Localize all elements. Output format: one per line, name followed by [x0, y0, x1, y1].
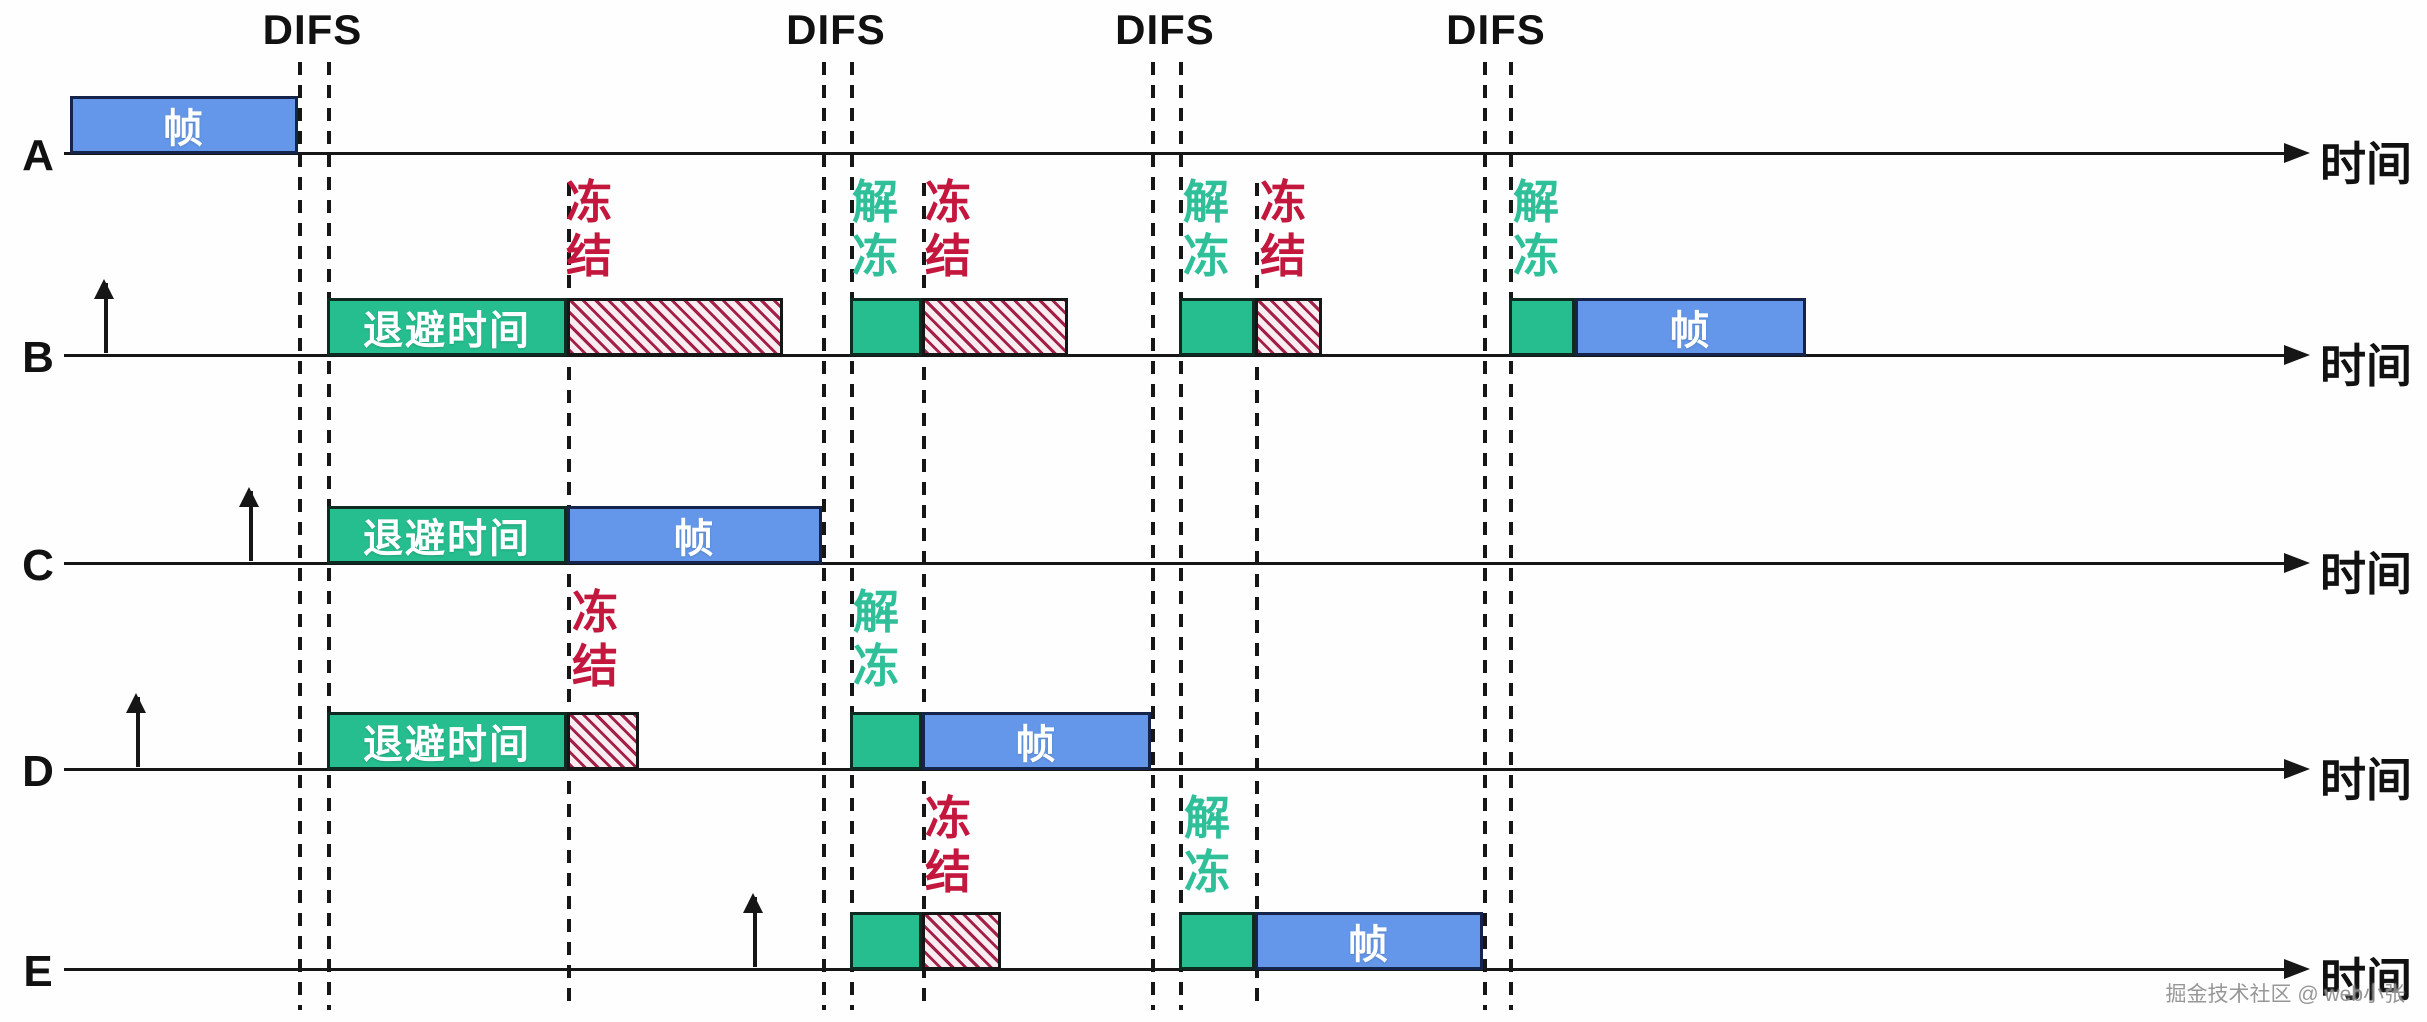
difs-label: DIFS	[262, 6, 363, 53]
timeline-arrowhead-E	[2284, 959, 2310, 979]
frozen-backoff-box-B	[1255, 298, 1322, 356]
annotation-char: 解	[1184, 792, 1230, 844]
frame-box-D: 帧	[922, 712, 1151, 770]
timeline-D	[64, 768, 2284, 771]
unfreeze-label-B: 解冻	[1513, 179, 1559, 280]
backoff-time-box-D: 退避时间	[327, 712, 567, 770]
unfreeze-label-D: 解冻	[853, 589, 899, 690]
freeze-label-E: 冻结	[925, 795, 971, 896]
station-label-C: C	[22, 541, 54, 590]
unfreeze-label-B: 解冻	[1183, 179, 1229, 280]
freeze-moment-dashed-line	[1255, 183, 1259, 1010]
station-label-B: B	[22, 333, 54, 382]
frame-box-A: 帧	[70, 96, 298, 154]
timeline-arrowhead-C	[2284, 553, 2310, 573]
resumed-backoff-box-E	[1179, 912, 1255, 970]
difs-dashed-line	[822, 62, 826, 1010]
backoff-time-box-B: 退避时间	[327, 298, 567, 356]
difs-label: DIFS	[786, 6, 886, 53]
annotation-char: 结	[572, 640, 618, 692]
resumed-backoff-box-B	[850, 298, 922, 356]
difs-dashed-line	[1483, 62, 1487, 1010]
resumed-backoff-box-D	[850, 712, 922, 770]
station-label-D: D	[22, 747, 54, 796]
resumed-backoff-box-E	[850, 912, 922, 970]
frame-arrival-arrowhead-D	[126, 693, 146, 713]
frame-box-C: 帧	[567, 506, 822, 564]
annotation-char: 结	[925, 846, 971, 898]
watermark-text: 掘金技术社区 @ web小张	[2165, 983, 2405, 1006]
annotation-char: 冻	[572, 586, 618, 638]
unfreeze-label-B: 解冻	[852, 179, 898, 280]
station-label-A: A	[22, 131, 54, 180]
time-axis-label: 时间	[2320, 340, 2412, 392]
frame-arrival-arrowhead-B	[94, 279, 114, 299]
annotation-char: 冻	[852, 230, 898, 282]
unfreeze-label-E: 解冻	[1184, 795, 1230, 896]
difs-dashed-line	[1179, 62, 1183, 1010]
frame-arrival-arrow-C	[249, 491, 253, 561]
annotation-char: 冻	[1183, 230, 1229, 282]
frame-arrival-arrow-B	[104, 283, 108, 353]
freeze-label-B: 冻结	[925, 179, 971, 280]
frame-box-B: 帧	[1575, 298, 1806, 356]
timeline-A	[64, 152, 2284, 155]
time-axis-label: 时间	[2320, 138, 2412, 190]
time-axis-label: 时间	[2320, 548, 2412, 600]
resumed-backoff-box-B	[1509, 298, 1575, 356]
annotation-char: 结	[566, 230, 612, 282]
timeline-arrowhead-D	[2284, 759, 2310, 779]
resumed-backoff-box-B	[1179, 298, 1255, 356]
timeline-C	[64, 562, 2284, 565]
difs-dashed-line	[1509, 62, 1513, 1010]
freeze-label-D: 冻结	[572, 589, 618, 690]
frozen-backoff-box-B	[567, 298, 783, 356]
annotation-char: 冻	[1184, 846, 1230, 898]
freeze-moment-dashed-line	[567, 183, 571, 1010]
frame-arrival-arrow-D	[136, 697, 140, 767]
frozen-backoff-box-E	[922, 912, 1001, 970]
difs-label: DIFS	[1115, 6, 1215, 53]
annotation-char: 解	[1183, 176, 1229, 228]
time-axis-label: 时间	[2320, 954, 2412, 1006]
time-axis-label: 时间	[2320, 754, 2412, 806]
annotation-char: 结	[1260, 230, 1306, 282]
annotation-char: 结	[925, 230, 971, 282]
annotation-char: 解	[853, 586, 899, 638]
frozen-backoff-box-B	[922, 298, 1068, 356]
frozen-backoff-box-D	[567, 712, 639, 770]
annotation-char: 冻	[1260, 176, 1306, 228]
annotation-char: 冻	[925, 176, 971, 228]
annotation-char: 冻	[925, 792, 971, 844]
freeze-label-B: 冻结	[566, 179, 612, 280]
backoff-time-box-C: 退避时间	[327, 506, 567, 564]
frame-arrival-arrow-E	[753, 897, 757, 967]
freeze-moment-dashed-line	[922, 183, 926, 1010]
annotation-char: 冻	[1513, 230, 1559, 282]
freeze-label-B: 冻结	[1260, 179, 1306, 280]
timeline-B	[64, 354, 2284, 357]
difs-label: DIFS	[1446, 6, 1546, 53]
annotation-char: 冻	[566, 176, 612, 228]
annotation-char: 冻	[853, 640, 899, 692]
annotation-char: 解	[1513, 176, 1559, 228]
frame-box-E: 帧	[1255, 912, 1483, 970]
frame-arrival-arrowhead-C	[239, 487, 259, 507]
frame-arrival-arrowhead-E	[743, 893, 763, 913]
station-label-E: E	[23, 947, 53, 996]
timeline-E	[64, 968, 2284, 971]
timeline-arrowhead-B	[2284, 345, 2310, 365]
difs-dashed-line	[298, 62, 302, 1010]
timeline-arrowhead-A	[2284, 143, 2310, 163]
difs-dashed-line	[1151, 62, 1155, 1010]
difs-dashed-line	[850, 62, 854, 1010]
annotation-char: 解	[852, 176, 898, 228]
